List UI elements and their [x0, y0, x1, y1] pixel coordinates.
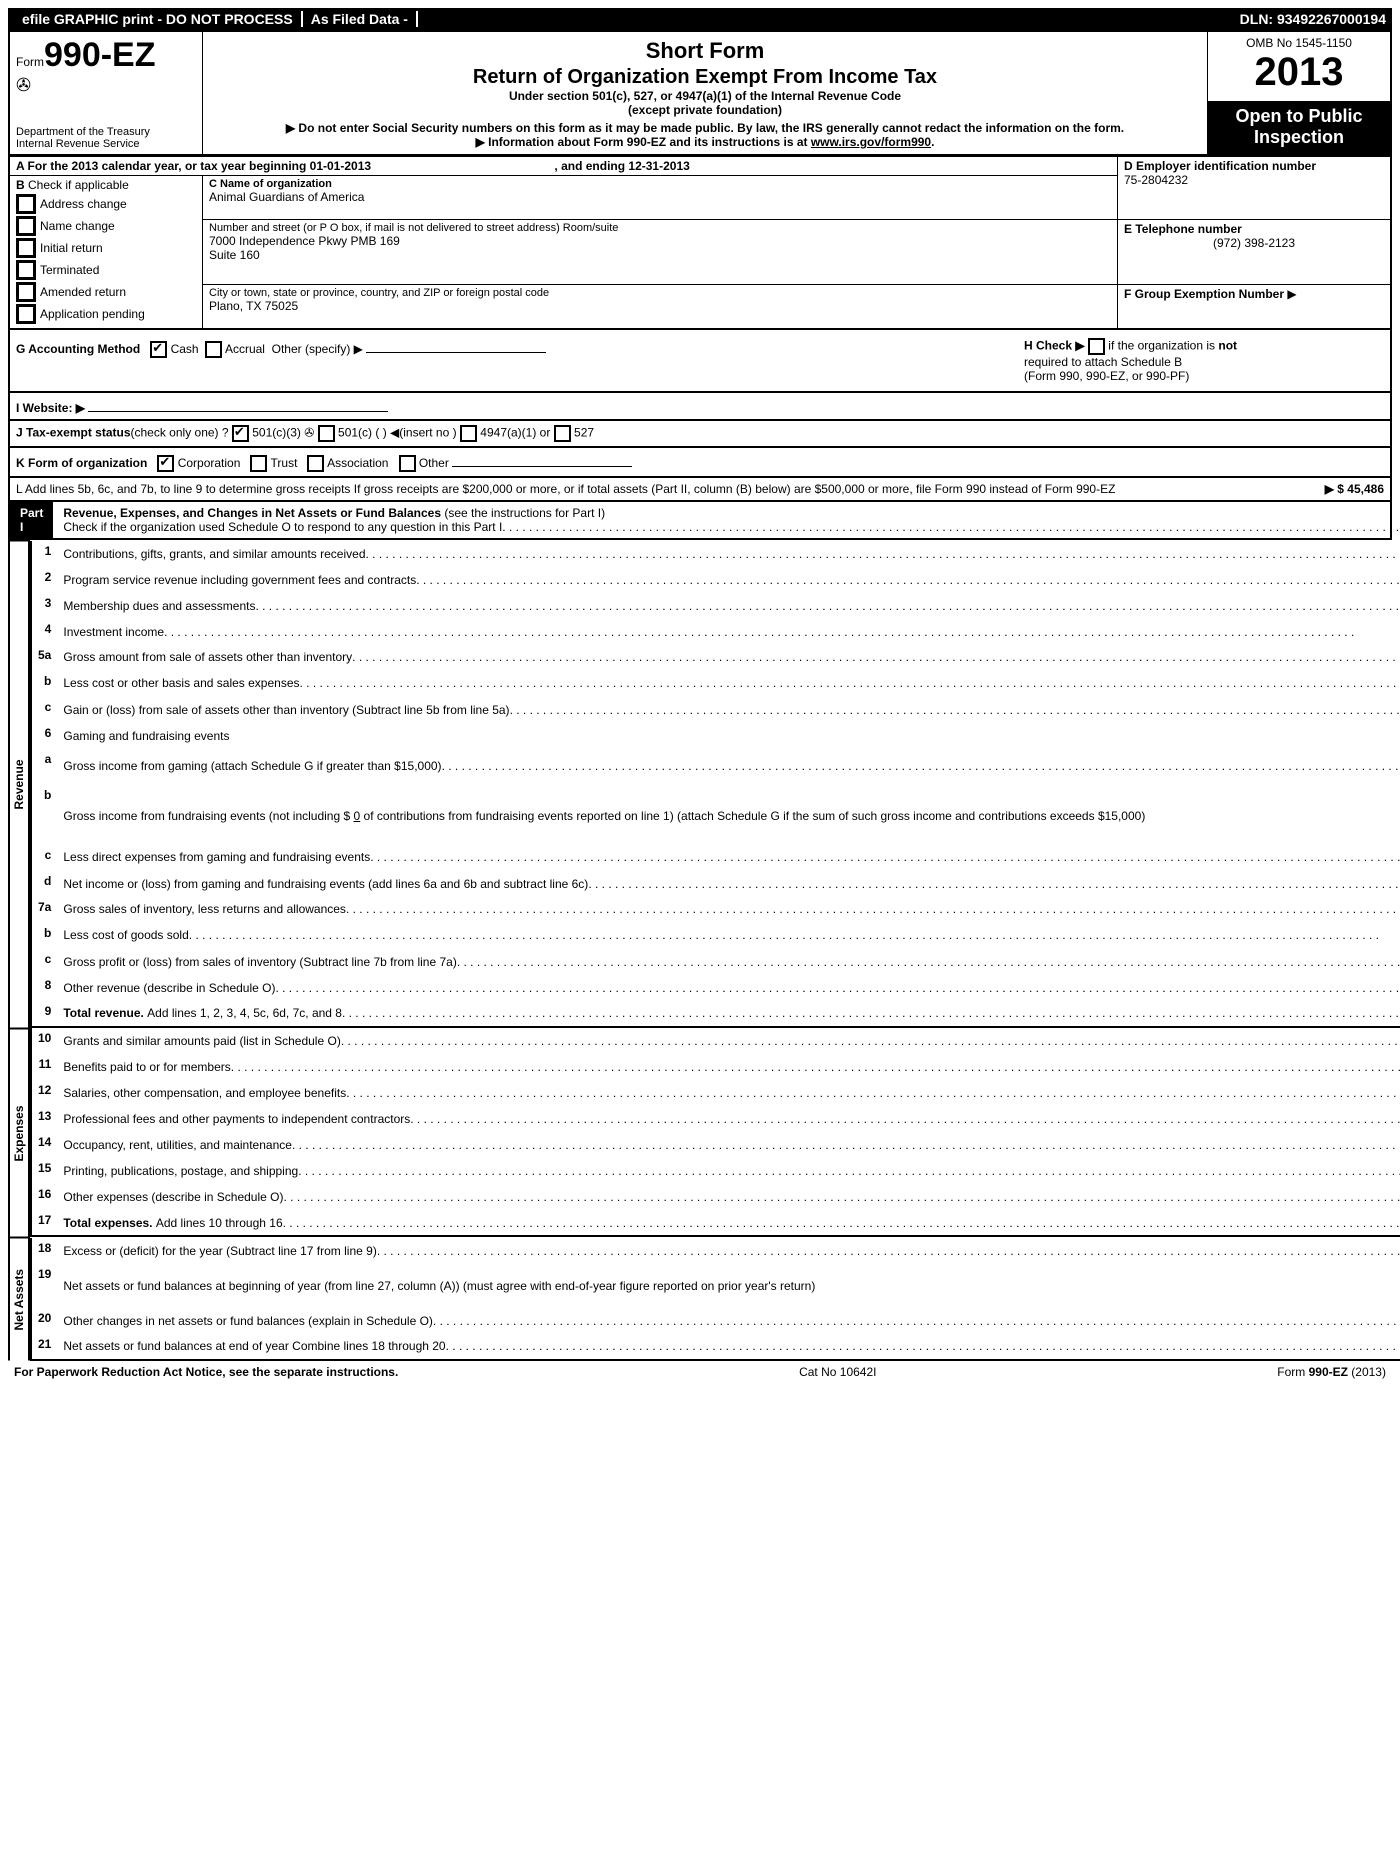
chk-4947[interactable]	[460, 425, 477, 442]
part1-check-text: Check if the organization used Schedule …	[63, 520, 502, 534]
chk-app-pending[interactable]	[16, 304, 36, 324]
misc-block: I Website: ▶ J Tax-exempt status(check o…	[8, 393, 1392, 502]
val-6b-contrib: 0	[354, 809, 361, 823]
side-netassets: Net Assets	[8, 1237, 30, 1361]
I-label: I Website: ▶	[16, 401, 85, 415]
box-E-label: E Telephone number	[1124, 222, 1384, 236]
form-number: 990-EZ	[44, 36, 156, 74]
chk-schedule-b[interactable]	[1088, 338, 1105, 355]
side-expenses: Expenses	[8, 1028, 30, 1238]
website-input[interactable]	[88, 397, 388, 412]
warn-2: Information about Form 990-EZ and its in…	[488, 135, 811, 149]
title-short-form: Short Form	[209, 38, 1201, 64]
chk-trust[interactable]	[250, 455, 267, 472]
chk-terminated[interactable]	[16, 260, 36, 280]
subtitle-2: (except private foundation)	[209, 103, 1201, 117]
J-label: J Tax-exempt status	[16, 426, 131, 440]
chk-corp[interactable]	[157, 455, 174, 472]
chk-501c[interactable]	[318, 425, 335, 442]
page-footer: For Paperwork Reduction Act Notice, see …	[8, 1361, 1392, 1383]
side-revenue: Revenue	[8, 540, 30, 1028]
phone-number: (972) 398-2123	[1124, 236, 1384, 250]
K-label: K Form of organization	[16, 456, 147, 470]
asfiled-text: As Filed Data -	[303, 11, 418, 27]
warn-1: Do not enter Social Security numbers on …	[298, 121, 1124, 135]
expenses-section: Expenses 10Grants and similar amounts pa…	[8, 1028, 1392, 1238]
chk-cash[interactable]	[150, 341, 167, 358]
efile-header: efile GRAPHIC print - DO NOT PROCESS As …	[8, 8, 1392, 30]
street-1: 7000 Independence Pkwy PMB 169	[209, 234, 1111, 248]
footer-mid: Cat No 10642I	[799, 1365, 876, 1379]
L-value: ▶ $ 45,486	[1325, 482, 1384, 496]
street-label: Number and street (or P O box, if mail i…	[209, 222, 1111, 234]
chk-527[interactable]	[554, 425, 571, 442]
chk-initial-return[interactable]	[16, 238, 36, 258]
footer-left: For Paperwork Reduction Act Notice, see …	[14, 1365, 398, 1379]
line-A-end: , and ending 12-31-2013	[554, 159, 689, 173]
line-A-begin: A For the 2013 calendar year, or tax yea…	[16, 159, 371, 173]
box-D-value: 75-2804232	[1124, 173, 1384, 187]
row-G-H: G Accounting Method Cash Accrual Other (…	[8, 330, 1392, 393]
chk-accrual[interactable]	[205, 341, 222, 358]
omb-number: OMB No 1545-1150	[1214, 36, 1384, 50]
otp-line2: Inspection	[1214, 127, 1384, 148]
form-prefix: Form	[16, 55, 44, 69]
title-return: Return of Organization Exempt From Incom…	[209, 66, 1201, 89]
subtitle-1: Under section 501(c), 527, or 4947(a)(1)…	[209, 89, 1201, 103]
box-F-label: F Group Exemption Number	[1124, 287, 1284, 301]
city-value: Plano, TX 75025	[209, 299, 1111, 313]
dept-line2: Internal Revenue Service	[16, 138, 196, 150]
L-text: L Add lines 5b, 6c, and 7b, to line 9 to…	[16, 482, 1115, 496]
box-B-text: Check if applicable	[28, 178, 129, 192]
street-2: Suite 160	[209, 248, 1111, 262]
chk-501c3[interactable]	[232, 425, 249, 442]
chk-assoc[interactable]	[307, 455, 324, 472]
box-F-arrow: ▶	[1287, 287, 1296, 301]
footer-form: 990-EZ	[1309, 1365, 1348, 1379]
tax-year: 2013	[1214, 50, 1384, 95]
other-org-input[interactable]	[452, 452, 632, 467]
efile-text: efile GRAPHIC print - DO NOT PROCESS	[14, 11, 303, 27]
revenue-section: Revenue 1Contributions, gifts, grants, a…	[8, 540, 1392, 1028]
box-B-letter: B	[16, 178, 25, 192]
otp-line1: Open to Public	[1214, 106, 1384, 127]
netassets-section: Net Assets 18Excess or (deficit) for the…	[8, 1237, 1392, 1361]
part1-tag: Part I	[10, 502, 53, 538]
identity-block: A For the 2013 calendar year, or tax yea…	[8, 156, 1392, 330]
chk-address-change[interactable]	[16, 194, 36, 214]
org-name: Animal Guardians of America	[209, 190, 1111, 204]
other-specify-input[interactable]	[366, 338, 546, 353]
city-label: City or town, state or province, country…	[209, 287, 1111, 299]
warn-2-link[interactable]: www.irs.gov/form990	[811, 135, 931, 149]
chk-other-org[interactable]	[399, 455, 416, 472]
dept-line1: Department of the Treasury	[16, 126, 196, 138]
part1-header: Part I Revenue, Expenses, and Changes in…	[8, 502, 1392, 540]
G-label: G Accounting Method	[16, 342, 140, 356]
box-C-label: C Name of organization	[209, 178, 1111, 190]
box-D-label: D Employer identification number	[1124, 159, 1384, 173]
dln-text: DLN: 93492267000194	[1240, 11, 1386, 27]
part1-sub: (see the instructions for Part I)	[444, 506, 605, 520]
chk-amended[interactable]	[16, 282, 36, 302]
form-header: Form990-EZ ✇ Department of the Treasury …	[8, 30, 1392, 156]
part1-title: Revenue, Expenses, and Changes in Net As…	[63, 506, 441, 520]
chk-name-change[interactable]	[16, 216, 36, 236]
